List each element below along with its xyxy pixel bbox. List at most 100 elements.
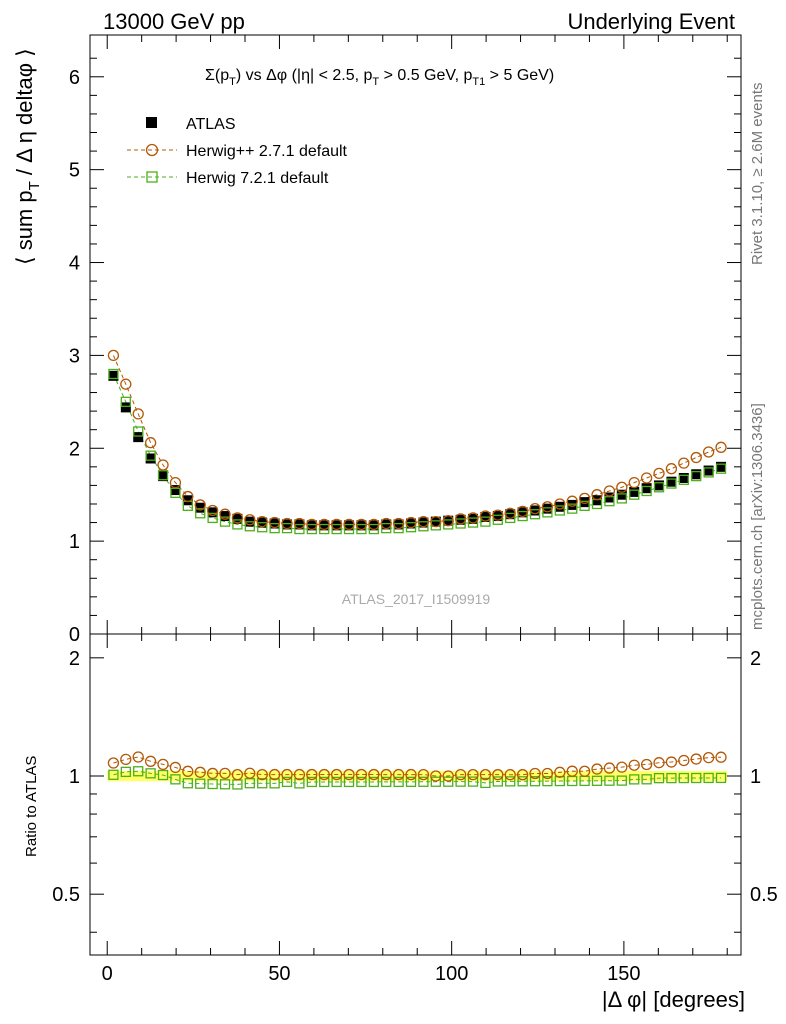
herwigpp-point	[107, 349, 120, 362]
herwig7-ratio-point	[629, 774, 640, 785]
herwigpp-ratio-point	[628, 759, 640, 771]
atlas-data-point	[182, 495, 193, 506]
herwig7-point	[133, 426, 144, 437]
herwig7-point	[517, 510, 528, 522]
herwig7-point	[604, 496, 615, 507]
herwig7-point	[492, 514, 503, 525]
herwig7-ratio-point	[604, 775, 615, 786]
legend-marker-herwig7	[146, 171, 158, 183]
series-layer	[107, 349, 727, 790]
herwig7-ratio-point	[678, 772, 689, 784]
axes-group: 0 50 100 150 0 1 2 3 4 5 6 0.5 0.5 1 1 2 2	[52, 35, 778, 985]
herwigpp-point	[169, 476, 182, 489]
atlas-data-point	[654, 480, 665, 491]
herwigpp-point	[392, 517, 405, 530]
legend-label-herwigpp: Herwig++ 2.7.1 default	[186, 143, 348, 160]
herwigpp-point	[430, 515, 442, 528]
legend-marker-atlas	[146, 117, 157, 128]
atlas-data-point	[691, 469, 702, 480]
herwig7-ratio-point	[219, 779, 231, 790]
herwigpp-ratio-point	[653, 757, 665, 769]
herwig7-point	[381, 522, 392, 534]
herwigpp-ratio-point	[591, 763, 603, 775]
herwig7-point	[505, 512, 516, 524]
herwigpp-point	[144, 437, 157, 449]
herwigpp-ratio-point	[479, 769, 492, 781]
herwig7-point	[343, 523, 355, 535]
herwigpp-ratio-point	[541, 767, 554, 780]
herwig7-point	[244, 521, 255, 532]
herwigpp-ratio-point	[442, 770, 454, 782]
herwig7-point	[219, 516, 231, 527]
herwig7-ratio-point	[554, 775, 565, 787]
ratio-y-tick-label-left: 2	[69, 648, 80, 670]
herwig7-point	[232, 519, 243, 530]
x-tick-label: 50	[268, 963, 290, 985]
herwigpp-point	[566, 495, 578, 507]
herwig7-point	[678, 474, 689, 485]
herwigpp-ratio-point	[454, 768, 467, 781]
herwig7-point	[443, 519, 454, 530]
herwigpp-ratio-point	[182, 765, 194, 777]
herwigpp-ratio-point	[231, 768, 244, 781]
atlas-data-point	[579, 497, 590, 508]
herwigpp-ratio-point	[120, 753, 132, 766]
herwig7-ratio-point	[405, 776, 417, 787]
herwig7-point	[294, 523, 305, 535]
herwig7-ratio-point	[517, 776, 528, 787]
herwigpp-point	[715, 441, 727, 453]
atlas-data-point	[716, 461, 727, 472]
herwigpp-point	[554, 498, 566, 510]
herwig7-ratio-point	[703, 772, 714, 784]
header-right: Underlying Event	[567, 9, 735, 34]
herwig7-ratio-point	[443, 776, 454, 787]
ratio-y-axis-label: Ratio to ATLAS	[23, 756, 40, 857]
herwig7-point	[653, 482, 665, 493]
herwig7-point	[554, 505, 565, 516]
herwig7-ratio-point	[368, 776, 379, 788]
x-axis-label: |Δ φ| [degrees]	[602, 987, 745, 1012]
atlas-data-point	[616, 489, 627, 500]
herwig7-ratio-point	[207, 778, 218, 790]
herwig7-ratio-point	[616, 775, 627, 786]
atlas-data-point	[430, 516, 441, 527]
x-tick-label: 100	[435, 963, 468, 985]
ratio-y-tick-label-left: 1	[69, 766, 80, 788]
herwig7-ratio-point	[505, 776, 516, 787]
herwig7-point	[418, 521, 429, 532]
herwigpp-ratio-point	[318, 768, 330, 781]
herwig7-ratio-point	[294, 778, 305, 789]
herwigpp-ratio-point	[343, 768, 355, 781]
herwig7-ratio-point	[331, 776, 342, 788]
ratio-panel-frame	[89, 633, 742, 956]
ratio-y-tick-label-left: 0.5	[52, 884, 80, 906]
herwig7-ratio-point	[492, 776, 503, 787]
herwigpp-ratio-point	[603, 762, 616, 774]
atlas-data-point	[120, 402, 131, 413]
herwig7-ratio-point	[455, 776, 466, 787]
atlas-data-point	[145, 453, 156, 464]
atlas-data-point	[406, 518, 417, 529]
herwigpp-point	[206, 504, 219, 517]
herwigpp-point	[268, 516, 281, 529]
herwigpp-ratio-point	[330, 768, 343, 781]
herwig7-point	[616, 493, 627, 504]
atlas-data-point	[468, 513, 479, 524]
atlas-data-point	[381, 519, 392, 530]
main-y-tick-label: 4	[69, 253, 80, 275]
herwigpp-point	[380, 517, 392, 530]
herwig7-ratio-point	[343, 776, 355, 788]
herwigpp-ratio-point	[256, 768, 268, 781]
herwig7-ratio-point	[319, 776, 330, 788]
main-y-tick-label: 6	[69, 67, 80, 89]
herwig7-ratio-point	[653, 773, 665, 784]
herwigpp-point	[665, 463, 678, 475]
herwigpp-ratio-point	[169, 761, 182, 774]
atlas-data-point	[319, 520, 330, 531]
herwig7-point	[529, 509, 541, 520]
atlas-data-point	[492, 511, 503, 522]
atlas-data-point	[158, 471, 169, 482]
herwigpp-ratio-point	[554, 766, 566, 778]
header-left: 13000 GeV pp	[103, 9, 245, 34]
